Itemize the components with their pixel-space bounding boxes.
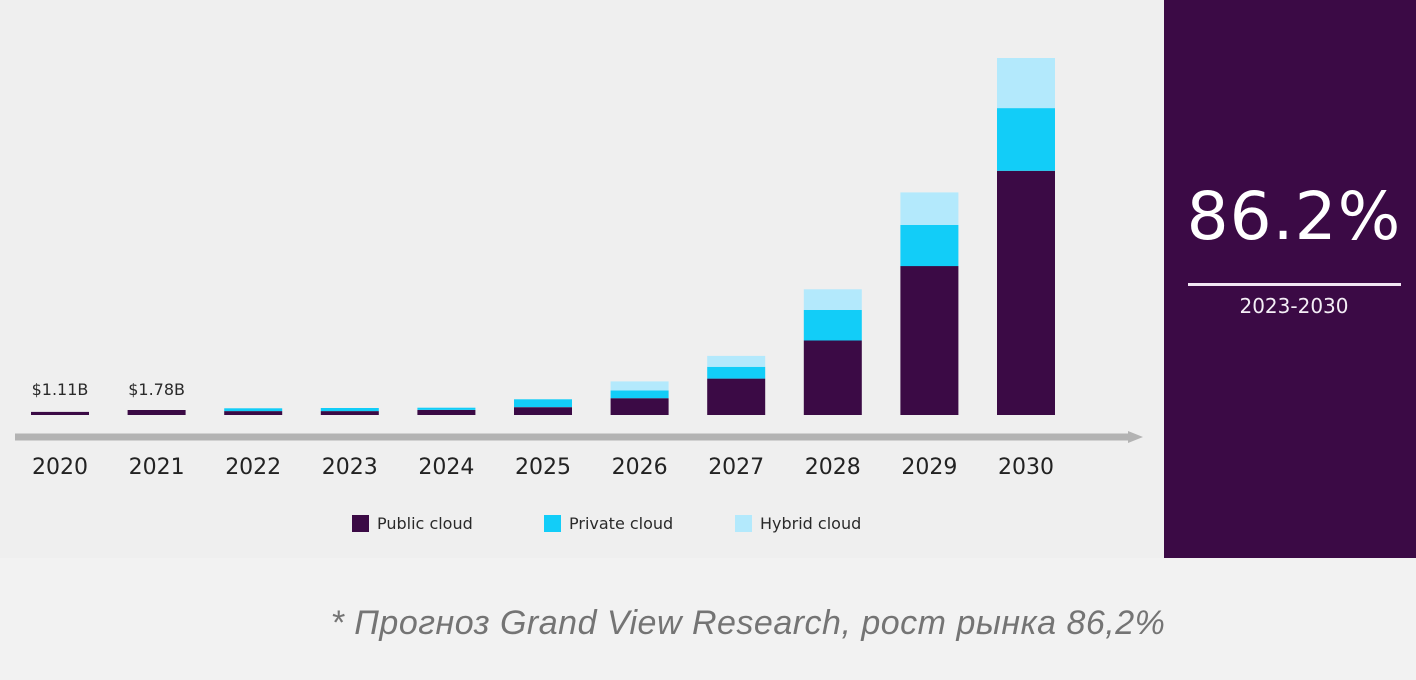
bar-private-cloud-2026: [610, 390, 669, 399]
bar-hybrid-cloud-2026: [610, 381, 669, 391]
legend-item-private-cloud: Private cloud: [544, 512, 673, 534]
bar-private-cloud-2025: [514, 399, 572, 408]
x-axis-arrowhead: [1128, 431, 1143, 443]
x-tick-label-2025: 2025: [515, 455, 571, 480]
x-tick-label-2023: 2023: [322, 455, 378, 480]
x-tick-label-2026: 2026: [612, 455, 668, 480]
bar-public-cloud-2021: [127, 410, 186, 415]
bar-public-cloud-2030: [997, 170, 1055, 415]
x-tick-label-2030: 2030: [998, 455, 1054, 480]
legend-item-hybrid-cloud: Hybrid cloud: [735, 512, 861, 534]
bar-public-cloud-2026: [610, 398, 669, 415]
bar-private-cloud-2022: [224, 408, 283, 412]
legend-label-hybrid-cloud: Hybrid cloud: [760, 513, 862, 533]
legend-item-public-cloud: Public cloud: [352, 512, 473, 534]
bar-public-cloud-2022: [224, 411, 283, 415]
stacked-bar-chart: 2020 2021 2022 2023 2024 2025 2026 2027 2028 2029…: [15, 58, 1143, 480]
x-tick-label-2021: 2021: [129, 455, 185, 480]
legend-label-private-cloud: Private cloud: [569, 513, 674, 533]
data-label-2021: $1.78B: [128, 380, 185, 399]
x-tick-label-2022: 2022: [225, 455, 281, 480]
bar-private-cloud-2028: [803, 310, 862, 341]
bar-hybrid-cloud-2027: [707, 355, 766, 367]
x-tick-label-2029: 2029: [901, 455, 957, 480]
x-tick-label-2027: 2027: [708, 455, 764, 480]
bar-public-cloud-2023: [320, 411, 379, 415]
bar-private-cloud-2027: [707, 366, 766, 379]
bar-public-cloud-2028: [803, 340, 862, 415]
legend-swatch-hybrid-cloud: [735, 514, 752, 532]
x-tick-label-2024: 2024: [418, 455, 474, 480]
bar-hybrid-cloud-2029: [900, 192, 959, 225]
x-tick-label-2020: 2020: [32, 455, 88, 480]
bar-public-cloud-2024: [417, 410, 476, 415]
bar-hybrid-cloud-2030: [997, 58, 1055, 109]
growth-rate-value: 86.2%: [1186, 178, 1402, 255]
legend-label-public-cloud: Public cloud: [377, 513, 473, 533]
bar-hybrid-cloud-2028: [803, 289, 862, 310]
stat-divider: [1188, 283, 1401, 286]
growth-period: 2023-2030: [1239, 294, 1349, 318]
bar-public-cloud-2029: [900, 266, 959, 415]
bar-private-cloud-2029: [900, 224, 959, 267]
growth-stat-panel: 86.2% 2023-2030: [1164, 0, 1416, 558]
chart-area: 2020 2021 2022 2023 2024 2025 2026 2027 2028 2029…: [15, 58, 1143, 534]
data-label-2020: $1.11B: [32, 380, 89, 399]
source-footnote: * Прогноз Grand View Research, рост рынк…: [330, 604, 1166, 642]
bar-public-cloud-2025: [514, 407, 572, 415]
bar-public-cloud-2027: [707, 378, 766, 415]
legend-swatch-public-cloud: [352, 514, 369, 532]
bar-private-cloud-2023: [320, 408, 379, 412]
legend-swatch-private-cloud: [544, 514, 561, 532]
bar-private-cloud-2030: [997, 108, 1055, 171]
bar-private-cloud-2024: [417, 407, 476, 410]
x-tick-label-2028: 2028: [805, 455, 861, 480]
bar-public-cloud-2020: [31, 411, 89, 415]
